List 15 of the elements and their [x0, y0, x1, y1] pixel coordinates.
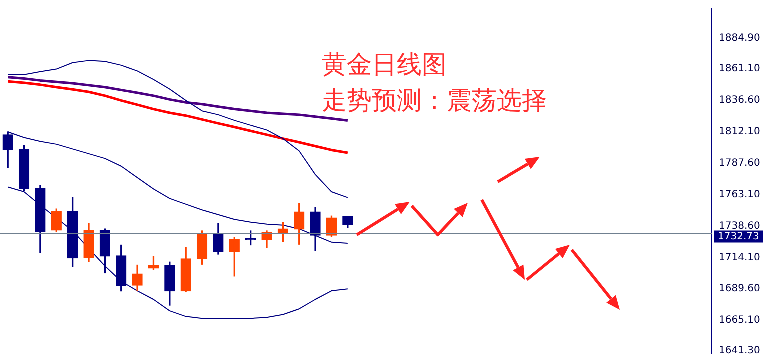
y-tick-label: 1787.60 — [719, 158, 760, 170]
y-tick-label: 1836.60 — [719, 95, 760, 106]
y-tick-label: 1861.10 — [719, 64, 760, 75]
y-tick-label: 1689.60 — [719, 284, 760, 295]
text: 黄金日线图 — [322, 50, 447, 80]
ref-line-label: 1732.73 — [718, 231, 760, 242]
y-tick-label: 1763.10 — [719, 189, 760, 200]
y-tick-label: 1714.10 — [719, 252, 760, 264]
candlestick — [148, 256, 160, 270]
y-tick-label: 1641.30 — [719, 346, 760, 357]
y-tick-label: 1812.10 — [719, 126, 760, 138]
y-tick-label: 1665.10 — [719, 315, 760, 326]
y-tick-label: 1884.90 — [719, 33, 760, 44]
text: 走势预测：震荡选择 — [322, 86, 547, 116]
y-tick-label: 1738.60 — [719, 220, 760, 232]
